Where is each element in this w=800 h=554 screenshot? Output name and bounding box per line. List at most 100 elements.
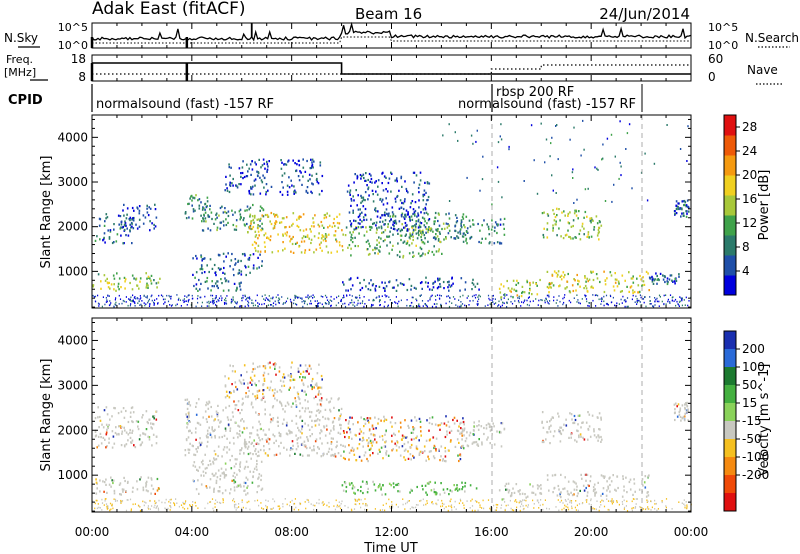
power-region-10	[279, 158, 324, 196]
power-region-7	[192, 252, 263, 277]
power-colorbar-swatch	[724, 235, 736, 256]
velocity-region-9	[498, 482, 543, 503]
velocity-region-3	[184, 397, 343, 458]
date-title: 24/Jun/2014	[599, 5, 690, 23]
power-region-19	[648, 272, 680, 286]
velocity-colorbar-swatch	[724, 457, 736, 476]
power-colorbar-tick-20: 20	[742, 168, 757, 182]
power-colorbar-swatch	[724, 135, 736, 156]
power-colorbar-label: Power [dB]	[757, 170, 772, 241]
velocity-region-10	[541, 411, 603, 445]
nave-label: Nave	[747, 63, 778, 77]
power-ytick-label-1000: 1000	[57, 264, 88, 278]
velocity-colorbar-tick-15: 15	[742, 396, 757, 410]
time-x-axis: 00:00 04:00 08:00 12:00 16:00 20:00 00:00	[75, 23, 709, 539]
x-tick-label-4: 16:00	[474, 525, 509, 539]
velocity-colorbar-tick-100: 100	[742, 360, 765, 374]
velocity-colorbar-swatch	[724, 349, 736, 368]
noise-left-tick-top: 10^5	[58, 21, 88, 34]
velocity-panel: 1000 2000 3000 4000 Slant Range [km]	[39, 317, 692, 513]
power-colorbar-tick-28: 28	[742, 120, 757, 134]
power-region-6	[247, 211, 344, 254]
velocity-colorbar-swatch	[724, 475, 736, 494]
freq-panel: Freq. [MHz] 18 8 60 0 Nave	[4, 52, 782, 85]
noise-panel: N.Sky 10^5 10^0 10^5 10^0 N.Search	[4, 21, 799, 52]
station-title: Adak East (fitACF)	[92, 0, 246, 19]
velocity-ytick-label-3000: 3000	[57, 378, 88, 392]
velocity-region-11	[546, 473, 650, 499]
velocity-colorbar-swatch	[724, 493, 736, 512]
freq-trace	[92, 62, 691, 75]
noise-right-tick-top: 10^5	[708, 21, 738, 34]
power-colorbar-tick-24: 24	[742, 144, 757, 158]
velocity-colorbar-tick--100: -100	[742, 450, 769, 464]
velocity-colorbar-tick--200: -200	[742, 468, 769, 482]
power-colorbar-tick-8: 8	[742, 240, 750, 254]
velocity-colorbar-swatch	[724, 421, 736, 440]
velocity-region-7	[341, 480, 478, 496]
power-region-3	[122, 203, 158, 232]
power-region-9	[224, 158, 273, 196]
power-ytick-label-2000: 2000	[57, 220, 88, 234]
power-colorbar-swatch	[724, 175, 736, 196]
velocity-colorbar-tick-50: 50	[742, 378, 757, 392]
power-panel: 1000 2000 3000 4000 Slant Range [km]	[39, 114, 692, 309]
freq-tick-top: 18	[71, 52, 86, 66]
power-colorbar-swatch	[724, 195, 736, 216]
power-region-2	[94, 213, 134, 245]
nsky-label: N.Sky	[4, 31, 38, 45]
velocity-y-axis: 1000 2000 3000 4000	[57, 321, 691, 512]
velocity-colorbar-tick--50: -50	[742, 432, 762, 446]
velocity-region-8	[454, 420, 506, 448]
power-ytick-label-3000: 3000	[57, 175, 88, 189]
nave-tick-bottom: 0	[708, 70, 716, 84]
power-y-axis: 1000 2000 3000 4000	[57, 118, 691, 308]
power-region-18	[546, 270, 650, 295]
power-region-17	[541, 207, 603, 241]
cpid-row: CPID normalsound (fast) -157 RF rbsp 200…	[8, 84, 643, 112]
x-axis-label: Time UT	[363, 541, 417, 554]
velocity-ytick-label-2000: 2000	[57, 423, 88, 437]
power-region-15	[454, 216, 506, 245]
x-tick-label-5: 20:00	[574, 525, 609, 539]
cpid-label: CPID	[8, 93, 43, 108]
velocity-ylabel: Slant Range [km]	[39, 359, 54, 472]
velocity-region-4	[192, 457, 264, 496]
power-colorbar-tick-16: 16	[742, 192, 757, 206]
x-tick-label-6: 00:00	[674, 525, 709, 539]
velocity-ytick-label-4000: 4000	[57, 333, 88, 347]
velocity-colorbar-swatch	[724, 367, 736, 386]
velocity-colorbar-swatch	[724, 385, 736, 404]
velocity-scatter-cells	[92, 361, 692, 512]
power-region-16	[498, 278, 541, 299]
velocity-ytick-label-1000: 1000	[57, 468, 88, 482]
power-colorbar-tick-4: 4	[742, 264, 750, 278]
power-region-11	[342, 225, 443, 259]
velocity-region-2	[94, 406, 158, 449]
nave-trace	[92, 64, 691, 75]
power-colorbar-swatch	[724, 215, 736, 236]
cpid-annotation-3: normalsound (fast) -157 RF	[458, 97, 636, 112]
velocity-region-5	[224, 361, 323, 400]
freq-tick-bottom: 8	[78, 70, 86, 84]
cpid-annotation-2: rbsp 200 RF	[496, 85, 574, 100]
power-region-14	[342, 276, 480, 292]
x-tick-label-3: 12:00	[374, 525, 409, 539]
velocity-colorbar-tick-200: 200	[742, 342, 765, 356]
noise-right-tick-bottom: 10^0	[708, 39, 738, 52]
velocity-colorbar: 200 100 50 15 -15 -50 -100 -200 Velocity [m s^-…	[723, 330, 772, 512]
x-tick-label-0: 00:00	[75, 525, 110, 539]
power-region-20	[673, 199, 690, 218]
noise-left-tick-bottom: 10^0	[58, 39, 88, 52]
power-sparse-echoes	[442, 119, 689, 206]
velocity-colorbar-label: Velocity [m s^-1]	[757, 364, 772, 477]
power-scatter-cells	[92, 119, 692, 308]
power-colorbar-swatch	[724, 115, 736, 136]
x-tick-label-1: 04:00	[175, 525, 210, 539]
freq-unit: [MHz]	[4, 66, 36, 79]
velocity-near-range-strip	[92, 498, 692, 512]
power-region-5	[201, 203, 265, 232]
velocity-colorbar-swatch	[724, 331, 736, 350]
velocity-region-1	[95, 476, 160, 496]
